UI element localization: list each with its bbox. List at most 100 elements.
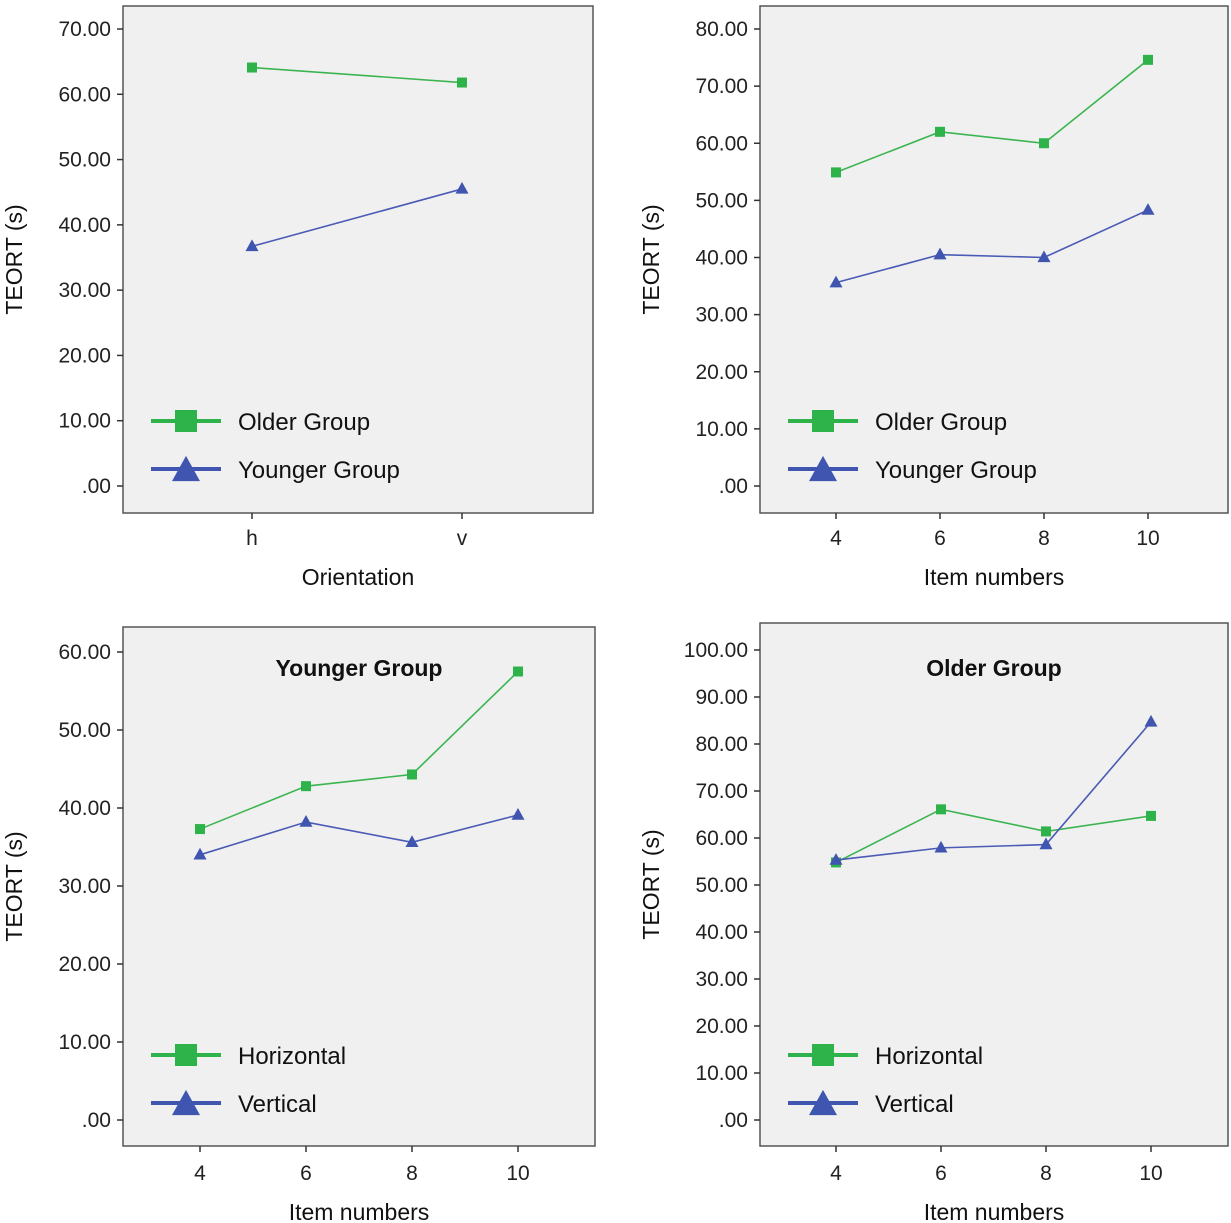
- x-tick-label: 8: [406, 1162, 418, 1185]
- y-tick-label: 60.00: [695, 827, 748, 850]
- legend-square-icon: [812, 1044, 834, 1066]
- data-point-triangle: [829, 853, 843, 865]
- chart-panel-4: .00 10.00 20.00 30.00 40.00 50.00 60.00 70.00 80…: [638, 622, 1229, 1223]
- x-tick-label: 10: [1139, 1162, 1162, 1185]
- legend-label: Vertical: [875, 1091, 954, 1118]
- y-tick-label: .00: [82, 1109, 111, 1132]
- legend-label: Horizontal: [875, 1043, 983, 1070]
- x-axis-title: Item numbers: [924, 564, 1065, 590]
- plot-area: [759, 5, 1229, 514]
- legend-square-icon: [812, 410, 834, 432]
- legend-label: Vertical: [238, 1091, 317, 1118]
- data-point-square: [936, 804, 946, 815]
- data-point-square: [1041, 826, 1051, 837]
- y-tick-label: 50.00: [58, 149, 111, 172]
- legend-label: Younger Group: [238, 457, 400, 484]
- y-tick-label: .00: [82, 475, 111, 498]
- y-tick-label: 30.00: [58, 279, 111, 302]
- data-point-square: [457, 77, 467, 88]
- data-point-triangle: [829, 275, 843, 288]
- data-point-square: [1039, 138, 1049, 149]
- series-line-1: [199, 670, 519, 830]
- data-point-triangle: [934, 840, 948, 853]
- y-tick-label: 70.00: [695, 75, 748, 98]
- y-tick-label: 70.00: [58, 18, 111, 41]
- y-tick-label: 70.00: [695, 780, 748, 803]
- panel-title: Younger Group: [276, 655, 443, 681]
- y-tick-label: 10.00: [695, 418, 748, 441]
- y-tick-label: 50.00: [695, 874, 748, 897]
- series-line-2: [835, 209, 1149, 284]
- x-axis-title: Item numbers: [289, 1199, 430, 1223]
- y-tick-label: 30.00: [58, 875, 111, 898]
- x-tick-label: 10: [506, 1162, 529, 1185]
- series-line-1: [835, 808, 1152, 864]
- data-point-square: [301, 781, 311, 792]
- legend-triangle-icon: [172, 455, 200, 482]
- y-tick-label: 60.00: [58, 641, 111, 664]
- legend-square-icon: [175, 410, 197, 432]
- data-point-triangle: [511, 808, 525, 820]
- y-tick-label: .00: [719, 475, 748, 498]
- x-tick-label: 6: [935, 1162, 947, 1185]
- data-point-triangle: [1144, 714, 1158, 727]
- data-point-square: [831, 167, 841, 178]
- y-axis-title: TEORT (s): [1, 204, 27, 314]
- y-tick-label: 20.00: [58, 344, 111, 367]
- data-point-triangle: [245, 239, 259, 252]
- x-tick-label: 4: [830, 1162, 842, 1185]
- data-point-triangle: [1141, 203, 1155, 215]
- series-line-1: [251, 66, 463, 84]
- x-axis-title: Item numbers: [924, 1199, 1065, 1223]
- x-tick-label: v: [457, 527, 468, 550]
- y-tick-label: 40.00: [58, 214, 111, 237]
- y-tick-label: 40.00: [695, 921, 748, 944]
- plot-area: [759, 622, 1229, 1147]
- data-point-square: [195, 824, 205, 835]
- y-axis-title: TEORT (s): [638, 829, 664, 939]
- data-point-square: [1143, 54, 1153, 65]
- y-tick-label: 50.00: [58, 719, 111, 742]
- legend-triangle-icon: [809, 1089, 837, 1116]
- y-axis-title: TEORT (s): [1, 831, 27, 941]
- x-tick-label: 4: [830, 527, 842, 550]
- y-tick-label: 20.00: [58, 953, 111, 976]
- panel-title: Older Group: [926, 655, 1061, 681]
- data-point-triangle: [933, 247, 947, 260]
- data-point-triangle: [1037, 250, 1051, 263]
- y-tick-label: 80.00: [695, 733, 748, 756]
- y-tick-label: 20.00: [695, 1015, 748, 1038]
- y-tick-label: 40.00: [58, 797, 111, 820]
- series-line-2: [251, 188, 463, 248]
- y-tick-label: 100.00: [684, 639, 748, 662]
- y-tick-label: 60.00: [58, 83, 111, 106]
- data-point-triangle: [1039, 837, 1053, 850]
- data-point-triangle: [299, 815, 313, 827]
- y-tick-label: 20.00: [695, 361, 748, 384]
- y-tick-label: 30.00: [695, 304, 748, 327]
- y-tick-label: 40.00: [695, 247, 748, 270]
- x-tick-label: 8: [1038, 527, 1050, 550]
- legend-label: Horizontal: [238, 1043, 346, 1070]
- y-tick-label: .00: [719, 1109, 748, 1132]
- x-tick-label: 8: [1040, 1162, 1052, 1185]
- y-tick-label: 10.00: [58, 410, 111, 433]
- y-tick-label: 90.00: [695, 686, 748, 709]
- x-tick-label: h: [246, 527, 258, 550]
- y-tick-label: 10.00: [695, 1062, 748, 1085]
- plot-area: [122, 626, 596, 1147]
- legend-triangle-icon: [172, 1089, 200, 1116]
- x-tick-label: 4: [194, 1162, 206, 1185]
- x-tick-label: 10: [1136, 527, 1159, 550]
- y-tick-label: 10.00: [58, 1031, 111, 1054]
- data-point-square: [247, 62, 257, 73]
- y-tick-label: 60.00: [695, 132, 748, 155]
- data-point-square: [935, 126, 945, 137]
- y-tick-label: 50.00: [695, 189, 748, 212]
- data-point-square: [407, 769, 417, 780]
- legend-label: Older Group: [875, 409, 1007, 436]
- chart-panel-1: .00 10.00 20.00 30.00 40.00 50.00 60.00 70.00 h v…: [1, 5, 594, 590]
- chart-panel-2: .00 10.00 20.00 30.00 40.00 50.00 60.00 70.00 80…: [638, 5, 1229, 590]
- data-point-triangle: [193, 847, 207, 860]
